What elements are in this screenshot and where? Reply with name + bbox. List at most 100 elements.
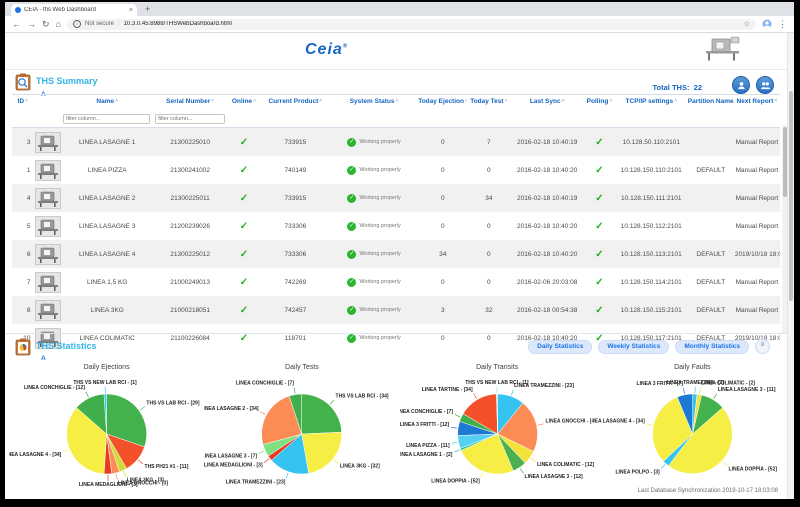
pie-slice-label: LINEA MEDAGLIONI - [3] xyxy=(79,482,138,488)
page-scrollbar-thumb[interactable] xyxy=(789,91,793,301)
green-check-icon: ✓ xyxy=(239,276,249,288)
sort-caret-icon[interactable]: ^ xyxy=(253,99,256,105)
weekly-statistics-button[interactable]: Weekly Statistics xyxy=(598,339,670,354)
green-check-icon: ✓ xyxy=(595,276,604,288)
summary-action-user-button[interactable] xyxy=(732,76,750,94)
url-bar[interactable]: i Not secure | 10.3.0.45:8988/THSWebDash… xyxy=(66,18,756,30)
cell-current-product: 740149 xyxy=(284,166,307,174)
sort-caret-icon[interactable]: ^ xyxy=(774,99,778,105)
pie-slice[interactable] xyxy=(301,431,343,474)
table-row[interactable]: 6 LINEA LASAGNE 4 21300225012 ✓ 733306 ✓ Worki… xyxy=(12,240,780,268)
sort-caret-icon[interactable]: ^ xyxy=(115,99,119,105)
column-header-today-ejection[interactable]: Today Ejection^ xyxy=(418,94,468,106)
table-row[interactable]: 3 LINEA LASAGNE 1 21300225010 ✓ 733915 ✓ Worki… xyxy=(12,127,780,157)
sort-caret-icon[interactable]: ^ xyxy=(609,99,613,105)
summary-action-users-button[interactable] xyxy=(756,76,774,94)
pie-slice[interactable] xyxy=(106,393,147,448)
column-header-partition-name[interactable]: Partition Name^ xyxy=(687,94,734,106)
pie-slice[interactable] xyxy=(289,393,303,435)
pie-slice[interactable] xyxy=(103,393,107,435)
column-header-tcp-ip-settings[interactable]: TCP/IP settings^ xyxy=(614,94,688,106)
chart-menu-button[interactable]: ≡ xyxy=(755,339,770,354)
pie-slice[interactable] xyxy=(261,395,303,445)
cell-serial: 21100226084 xyxy=(170,334,210,342)
pie-slice[interactable] xyxy=(495,393,498,435)
pie-slice[interactable] xyxy=(676,393,693,435)
new-tab-button[interactable]: + xyxy=(145,4,151,14)
table-row[interactable]: 1 LINEA PIZZA 21300241002 ✓ 740149 ✓ Working p… xyxy=(12,156,780,184)
reload-icon[interactable]: ↻ xyxy=(42,18,50,29)
cell-serial: 21300225011 xyxy=(170,194,210,202)
profile-icon[interactable] xyxy=(762,19,772,29)
label-connector xyxy=(260,411,266,415)
sort-caret-icon[interactable]: ^ xyxy=(319,99,323,105)
pie-chart-svg: THS VS LAB RCI - [34] LINEA 3KG - [32] LIN… xyxy=(204,381,389,486)
info-icon[interactable]: i xyxy=(72,20,81,28)
column-header-last-sync[interactable]: Last Sync^ xyxy=(510,94,585,106)
table-row[interactable]: 4 LINEA LASAGNE 2 21300225011 ✓ 733915 ✓ Worki… xyxy=(12,184,780,212)
sort-caret-icon[interactable]: ^ xyxy=(395,99,399,105)
filter-cell xyxy=(260,106,330,128)
pie-slice[interactable] xyxy=(301,393,343,435)
column-header-system-status[interactable]: System Status^ xyxy=(329,94,419,106)
pie-chart-svg: LINEA TRAMEZZINI - [23] LINEA GNOCCHI - [… xyxy=(400,380,595,485)
column-header-next-report[interactable]: Next Report^ xyxy=(733,94,780,106)
table-row[interactable]: 5 LINEA LASAGNE 3 21200239026 ✓ 733306 ✓ Worki… xyxy=(12,212,780,240)
chart-title: Daily Transits xyxy=(476,364,519,371)
total-ths-label: Total THS: xyxy=(652,83,690,92)
label-connector xyxy=(286,472,289,479)
pie-slice[interactable] xyxy=(66,407,107,475)
table-row[interactable]: 8 LINEA 3KG 21000218051 ✓ 742457 ✓ Working pro… xyxy=(12,296,780,324)
cell-name: LINEA LASAGNE 2 xyxy=(79,194,136,202)
pie-slice[interactable] xyxy=(667,407,733,474)
column-header-today-test[interactable]: Today Test^ xyxy=(467,94,511,106)
cell-system-status: ✓ Working properly xyxy=(330,128,418,157)
bookmark-star-icon[interactable]: ☆ xyxy=(743,21,750,28)
filter-cell xyxy=(687,106,734,128)
browser-tab[interactable]: CEIA - ths Web Dashboard × xyxy=(11,4,137,16)
chart-title: Daily Faults xyxy=(674,364,711,371)
sort-caret-icon[interactable]: ^ xyxy=(465,99,467,105)
table-row[interactable]: 7 LINEA 1,5 KG 21000249013 ✓ 742269 ✓ Working … xyxy=(12,268,780,296)
forward-icon[interactable]: → xyxy=(27,18,36,29)
label-connector xyxy=(472,393,477,399)
statistics-anchor[interactable]: A xyxy=(41,355,46,362)
monthly-statistics-button[interactable]: Monthly Statistics xyxy=(675,339,749,354)
cell-name: LINEA PIZZA xyxy=(87,166,127,174)
sort-caret-icon[interactable]: ^ xyxy=(561,99,565,105)
column-header-name[interactable]: Name^ xyxy=(61,94,154,106)
table-scrollbar-thumb[interactable] xyxy=(782,127,787,197)
filter-cell xyxy=(584,106,615,128)
sort-caret-icon[interactable]: ^ xyxy=(504,99,508,105)
green-check-icon: ✓ xyxy=(239,192,249,204)
daily-statistics-button[interactable]: Daily Statistics xyxy=(528,339,593,354)
cell-tcpip: 10.128.150.113:2101 xyxy=(620,250,682,258)
column-header-serial-number[interactable]: Serial Number^ xyxy=(153,94,228,106)
filter-input-serial[interactable] xyxy=(155,114,226,124)
charts-row: Daily Ejections THS VS LAB RCI - [29] THS … xyxy=(9,362,790,493)
sort-caret-icon[interactable]: ^ xyxy=(211,99,215,105)
label-connector xyxy=(722,461,728,467)
pie-slice[interactable] xyxy=(460,433,514,475)
sort-caret-icon[interactable]: ^ xyxy=(674,99,678,105)
machine-thumbnail xyxy=(34,271,61,293)
column-header-polling[interactable]: Polling^ xyxy=(584,94,615,106)
sort-caret-icon[interactable]: ^ xyxy=(25,99,28,105)
back-icon[interactable]: ← xyxy=(12,18,21,29)
column-header-online[interactable]: Online^ xyxy=(227,94,261,106)
pie-slice[interactable] xyxy=(496,402,538,452)
label-connector xyxy=(138,459,144,465)
table-scrollbar[interactable] xyxy=(782,125,787,333)
daily-tests-chart: Daily Tests THS VS LAB RCI - [34] LINEA 3K… xyxy=(204,362,399,493)
filter-input-name[interactable] xyxy=(63,114,151,124)
cell-current-product: 118701 xyxy=(284,334,306,342)
home-icon[interactable]: ⌂ xyxy=(55,18,61,29)
cell-id: 1 xyxy=(26,166,31,174)
close-tab-icon[interactable]: × xyxy=(128,6,133,14)
column-header-id[interactable]: ID^ xyxy=(12,94,34,106)
page-scrollbar[interactable] xyxy=(787,33,794,499)
column-header-current-product[interactable]: Current Product^ xyxy=(260,94,330,106)
menu-icon[interactable]: ⋮ xyxy=(778,18,787,29)
cell-online: ✓ xyxy=(227,156,261,184)
pie-slice[interactable] xyxy=(652,396,693,462)
